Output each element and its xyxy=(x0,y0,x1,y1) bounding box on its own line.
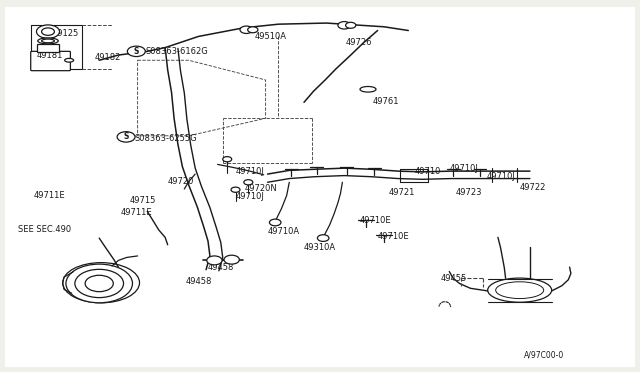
Text: 49310A: 49310A xyxy=(304,243,336,252)
Text: 49710J: 49710J xyxy=(236,192,264,201)
Text: 49722: 49722 xyxy=(520,183,546,192)
Text: S: S xyxy=(124,132,129,141)
Circle shape xyxy=(269,219,281,226)
Circle shape xyxy=(75,269,124,298)
Circle shape xyxy=(85,275,113,292)
Text: 49761: 49761 xyxy=(372,97,399,106)
Circle shape xyxy=(248,27,258,33)
Text: A/97C00-0: A/97C00-0 xyxy=(524,351,564,360)
Circle shape xyxy=(127,46,145,57)
Text: 49720: 49720 xyxy=(168,177,194,186)
Text: 49721: 49721 xyxy=(389,188,415,197)
Text: SEE SEC.490: SEE SEC.490 xyxy=(18,225,71,234)
FancyBboxPatch shape xyxy=(31,51,70,71)
Text: 49723: 49723 xyxy=(456,188,482,197)
Circle shape xyxy=(231,187,240,192)
Circle shape xyxy=(338,22,351,29)
Text: 49710A: 49710A xyxy=(268,227,300,236)
Circle shape xyxy=(317,235,329,241)
Circle shape xyxy=(207,256,222,265)
Text: 49710E: 49710E xyxy=(360,216,391,225)
Circle shape xyxy=(244,180,253,185)
Circle shape xyxy=(36,25,60,38)
Text: 49458: 49458 xyxy=(186,278,212,286)
Text: S: S xyxy=(134,47,139,56)
Text: 49710J: 49710J xyxy=(236,167,264,176)
Text: 49182: 49182 xyxy=(95,53,121,62)
Circle shape xyxy=(224,255,239,264)
Circle shape xyxy=(240,26,253,33)
Text: 49726: 49726 xyxy=(346,38,372,47)
Text: 49710J: 49710J xyxy=(449,164,478,173)
Circle shape xyxy=(42,28,54,35)
Ellipse shape xyxy=(42,39,54,43)
Ellipse shape xyxy=(63,263,140,303)
Text: 49710: 49710 xyxy=(415,167,441,176)
Text: 49455: 49455 xyxy=(440,274,467,283)
Circle shape xyxy=(66,264,132,303)
Ellipse shape xyxy=(65,58,74,62)
Text: 49510A: 49510A xyxy=(255,32,287,41)
FancyBboxPatch shape xyxy=(37,44,59,52)
Ellipse shape xyxy=(488,278,552,302)
Circle shape xyxy=(223,157,232,162)
Text: 49720N: 49720N xyxy=(244,185,277,193)
Text: S08363-6255G: S08363-6255G xyxy=(134,134,197,143)
Ellipse shape xyxy=(38,38,58,44)
Text: S08363-6162G: S08363-6162G xyxy=(146,47,209,56)
Text: 49711E: 49711E xyxy=(120,208,152,217)
Text: 49458: 49458 xyxy=(208,263,234,272)
Text: 49181: 49181 xyxy=(37,51,63,60)
Text: 49710J: 49710J xyxy=(486,172,515,181)
Text: 49715: 49715 xyxy=(129,196,156,205)
Text: 49125: 49125 xyxy=(52,29,79,38)
FancyBboxPatch shape xyxy=(5,7,635,367)
Ellipse shape xyxy=(496,282,544,298)
Circle shape xyxy=(117,132,135,142)
Text: 49711E: 49711E xyxy=(33,191,65,200)
Ellipse shape xyxy=(360,86,376,92)
Circle shape xyxy=(346,22,356,28)
Text: 49710E: 49710E xyxy=(378,232,409,241)
